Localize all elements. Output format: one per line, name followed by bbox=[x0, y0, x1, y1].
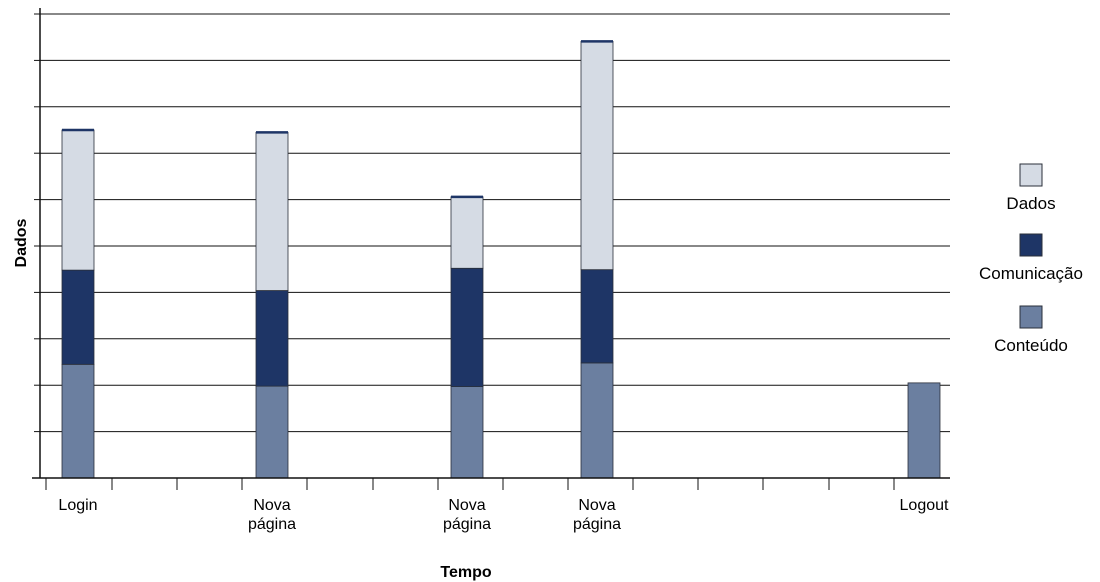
x-tick-label-4: Logout bbox=[900, 497, 949, 514]
bar-comunica-o-2 bbox=[450, 267, 484, 387]
bar-comunica-o-3 bbox=[580, 269, 614, 364]
x-tick-label-line: página bbox=[248, 516, 296, 533]
legend-label-dados: Dados bbox=[1006, 194, 1055, 213]
x-axis-title: Tempo bbox=[440, 564, 491, 581]
x-tick-label-line: página bbox=[443, 516, 491, 533]
x-tick-label-line: Nova bbox=[448, 497, 485, 514]
x-tick-label-2: Nova página bbox=[443, 497, 491, 533]
x-tick-labels: Login Nova página Nova página Nova página Logou… bbox=[58, 497, 949, 533]
grid bbox=[40, 13, 950, 433]
bar-comunica-o-1 bbox=[255, 290, 289, 387]
legend-swatch-comunica-o bbox=[1019, 233, 1043, 257]
bar-comunica-o-0 bbox=[61, 269, 95, 365]
bar-dados-3 bbox=[580, 40, 614, 271]
bar-dados-0 bbox=[61, 129, 95, 271]
bar-conte-do-2 bbox=[450, 386, 484, 479]
x-tick-label-line: Nova bbox=[578, 497, 615, 514]
legend: Dados Comunicação Conteúdo bbox=[979, 163, 1083, 355]
legend-swatch-dados bbox=[1019, 163, 1043, 187]
axes bbox=[32, 8, 950, 490]
x-tick-label-line: Logout bbox=[900, 497, 949, 514]
x-tick-label-0: Login bbox=[58, 497, 97, 514]
bar-dados-1 bbox=[255, 131, 289, 291]
x-tick-label-3: Nova página bbox=[573, 497, 621, 533]
legend-label-comunica-o: Comunicação bbox=[979, 264, 1083, 283]
x-tick-label-line: Login bbox=[58, 497, 97, 514]
bar-dados-2 bbox=[450, 196, 484, 269]
bar-conte-do-1 bbox=[255, 385, 289, 479]
y-axis-title: Dados bbox=[13, 218, 30, 267]
x-tick-label-1: Nova página bbox=[248, 497, 296, 533]
bar-conte-do-3 bbox=[580, 362, 614, 479]
bar-conte-do-4 bbox=[907, 382, 941, 479]
x-tick-label-line: Nova bbox=[253, 497, 290, 514]
bars bbox=[61, 40, 941, 479]
bar-conte-do-0 bbox=[61, 363, 95, 479]
legend-label-conte-do: Conteúdo bbox=[994, 336, 1068, 355]
x-tick-label-line: página bbox=[573, 516, 621, 533]
legend-swatch-conte-do bbox=[1019, 305, 1043, 329]
